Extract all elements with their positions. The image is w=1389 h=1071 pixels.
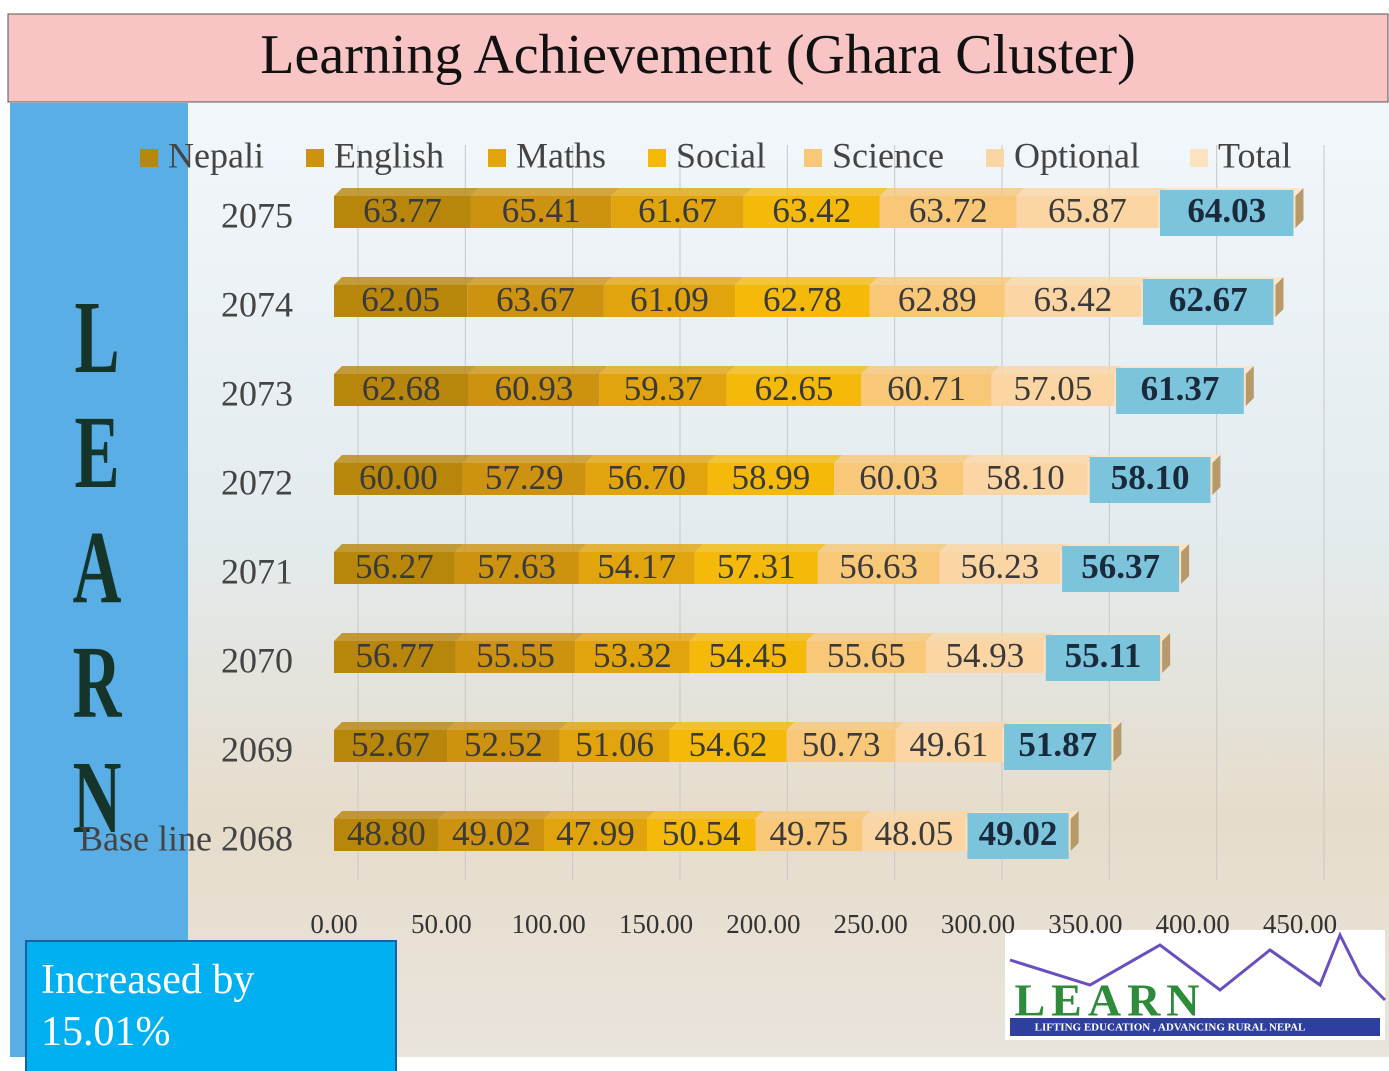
legend-label: Social (676, 135, 766, 175)
data-label: 60.00 (359, 458, 438, 497)
data-label: 63.77 (363, 191, 442, 230)
legend-label: Optional (1014, 135, 1140, 175)
data-label: 62.65 (755, 369, 834, 408)
data-label: 65.41 (502, 191, 581, 230)
y-tick-label: 2071 (221, 551, 293, 591)
data-label: 49.02 (979, 814, 1058, 853)
data-label: 56.23 (960, 547, 1039, 586)
y-tick-label: 2075 (221, 195, 293, 235)
legend-label: English (334, 135, 444, 175)
data-label: 47.99 (556, 814, 635, 853)
data-label: 60.03 (859, 458, 938, 497)
data-label: 54.93 (946, 636, 1025, 675)
data-label: 57.05 (1013, 369, 1092, 408)
data-label: 56.70 (607, 458, 686, 497)
y-tick-label: 2069 (221, 729, 293, 769)
legend-swatch (804, 149, 822, 167)
legend-swatch (1190, 149, 1208, 167)
legend-swatch (488, 149, 506, 167)
data-label: 62.78 (763, 280, 842, 319)
chart-title: Learning Achievement (Ghara Cluster) (260, 24, 1135, 86)
y-tick-label: Base line 2068 (79, 818, 293, 858)
slide: Learning Achievement (Ghara Cluster) LEA… (0, 0, 1389, 1057)
data-label: 55.55 (476, 636, 555, 675)
side-letter: A (73, 509, 122, 624)
data-label: 58.99 (731, 458, 810, 497)
data-label: 51.06 (575, 725, 654, 764)
data-label: 50.73 (802, 725, 881, 764)
data-label: 52.67 (351, 725, 430, 764)
data-label: 62.89 (898, 280, 977, 319)
data-label: 55.65 (827, 636, 906, 675)
data-label: 56.37 (1081, 547, 1160, 586)
x-tick-label: 250.00 (834, 909, 908, 939)
legend-label: Maths (516, 135, 606, 175)
increase-note: Increased by 15.01% (25, 940, 397, 1071)
data-label: 63.42 (1033, 280, 1112, 319)
data-label: 62.68 (362, 369, 441, 408)
data-label: 63.42 (772, 191, 851, 230)
x-tick-label: 350.00 (1048, 909, 1122, 939)
data-label: 60.71 (887, 369, 966, 408)
data-label: 60.93 (495, 369, 574, 408)
data-label: 49.75 (770, 814, 849, 853)
side-letter: R (73, 624, 123, 739)
data-label: 57.63 (477, 547, 556, 586)
data-label: 58.10 (1111, 458, 1190, 497)
x-tick-label: 0.00 (310, 909, 357, 939)
logo-tagline: LIFTING EDUCATION , ADVANCING RURAL NEPA… (1035, 1022, 1306, 1034)
x-tick-label: 300.00 (941, 909, 1015, 939)
data-label: 48.05 (874, 814, 953, 853)
side-letter: E (74, 394, 119, 509)
y-tick-label: 2072 (221, 462, 293, 502)
x-tick-label: 50.00 (411, 909, 472, 939)
data-label: 58.10 (986, 458, 1065, 497)
data-label: 48.80 (347, 814, 426, 853)
legend-swatch (140, 149, 158, 167)
x-tick-label: 100.00 (512, 909, 586, 939)
data-label: 56.63 (839, 547, 918, 586)
data-label: 59.37 (624, 369, 703, 408)
data-label: 49.61 (909, 725, 988, 764)
x-tick-label: 200.00 (726, 909, 800, 939)
data-label: 54.45 (709, 636, 788, 675)
data-label: 63.72 (909, 191, 988, 230)
data-label: 62.05 (361, 280, 440, 319)
data-label: 53.32 (593, 636, 672, 675)
data-label: 61.37 (1141, 369, 1220, 408)
data-label: 57.31 (717, 547, 796, 586)
data-label: 57.29 (485, 458, 564, 497)
legend-swatch (648, 149, 666, 167)
y-tick-label: 2074 (221, 284, 293, 324)
data-label: 62.67 (1169, 280, 1248, 319)
logo-title: LEARN (1014, 975, 1205, 1026)
data-label: 54.17 (597, 547, 676, 586)
x-tick-label: 450.00 (1263, 909, 1337, 939)
side-letter: L (74, 279, 119, 394)
legend-label: Total (1218, 135, 1291, 175)
legend-label: Nepali (168, 135, 264, 175)
data-label: 50.54 (662, 814, 741, 853)
data-label: 52.52 (464, 725, 543, 764)
data-label: 65.87 (1048, 191, 1127, 230)
data-label: 51.87 (1018, 725, 1097, 764)
data-label: 61.09 (630, 280, 709, 319)
data-label: 49.02 (452, 814, 531, 853)
x-tick-label: 400.00 (1156, 909, 1230, 939)
data-label: 56.27 (355, 547, 434, 586)
data-label: 55.11 (1065, 636, 1142, 675)
legend-swatch (306, 149, 324, 167)
y-tick-label: 2073 (221, 373, 293, 413)
x-tick-label: 150.00 (619, 909, 693, 939)
data-label: 61.67 (638, 191, 717, 230)
data-label: 54.62 (689, 725, 768, 764)
legend-swatch (986, 149, 1004, 167)
data-label: 56.77 (356, 636, 435, 675)
chart: Learning Achievement (Ghara Cluster) LEA… (0, 0, 1389, 1057)
y-tick-label: 2070 (221, 640, 293, 680)
legend-label: Science (832, 135, 944, 175)
data-label: 64.03 (1187, 191, 1266, 230)
data-label: 63.67 (496, 280, 575, 319)
